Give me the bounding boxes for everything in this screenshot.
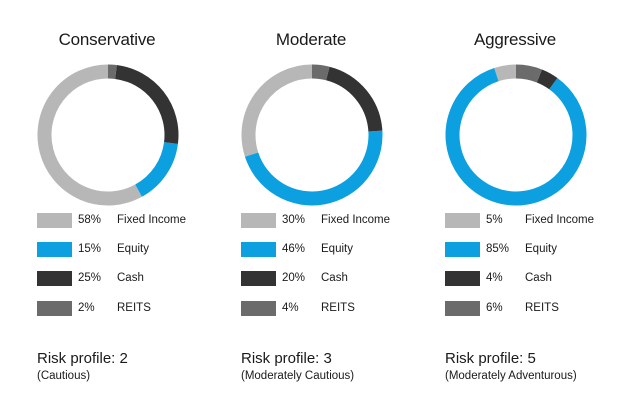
donut-chart-aggressive <box>445 64 587 206</box>
legend-value: 4% <box>486 272 503 284</box>
legend-label: Equity <box>525 243 557 255</box>
legend-swatch <box>37 242 72 257</box>
legend-label: REITS <box>117 302 151 314</box>
legend-value: 46% <box>282 243 306 255</box>
portfolio-column-conservative: Conservative 58% Fixed Income 15% Equity… <box>37 0 237 410</box>
legend-swatch <box>37 271 72 286</box>
legend-swatch <box>445 213 480 228</box>
legend-item-equity: 85% Equity <box>445 242 625 261</box>
legend-label: Equity <box>321 243 353 255</box>
donut-slice-reits <box>107 64 117 79</box>
legend-swatch <box>37 213 72 228</box>
legend-item-reits: 2% REITS <box>37 301 237 320</box>
legend-item-cash: 20% Cash <box>241 271 441 290</box>
legend-item-fixed-income: 5% Fixed Income <box>445 213 625 232</box>
chart-title: Aggressive <box>473 30 557 49</box>
legend-swatch <box>445 242 480 257</box>
donut-slice-equity <box>244 130 383 206</box>
legend-item-equity: 15% Equity <box>37 242 237 261</box>
legend-value: 85% <box>486 243 510 255</box>
donut-slice-equity <box>134 141 178 197</box>
legend-label: REITS <box>525 302 559 314</box>
legend-item-cash: 4% Cash <box>445 271 625 290</box>
donut-slice-fixed-income <box>241 64 313 157</box>
legend-swatch <box>445 271 480 286</box>
legend-value: 4% <box>282 302 299 314</box>
legend-label: Fixed Income <box>525 214 595 226</box>
legend-value: 30% <box>282 214 306 226</box>
donut-slice-fixed-income <box>494 64 517 82</box>
donut-slice-cash <box>325 66 383 132</box>
legend-swatch <box>241 301 276 316</box>
legend-item-fixed-income: 58% Fixed Income <box>37 213 237 232</box>
legend-item-reits: 4% REITS <box>241 301 441 320</box>
legend-item-equity: 46% Equity <box>241 242 441 261</box>
donut-slice-reits <box>515 64 542 83</box>
donut-chart-conservative <box>37 64 179 206</box>
portfolio-column-moderate: Moderate 30% Fixed Income 46% Equity 20%… <box>241 0 441 410</box>
chart-title: Conservative <box>58 30 156 49</box>
chart-title: Moderate <box>275 30 347 49</box>
legend-value: 2% <box>78 302 95 314</box>
donut-slice-equity <box>445 67 587 206</box>
legend-label: Cash <box>321 272 348 284</box>
risk-profile: Risk profile: 3 <box>241 350 332 367</box>
donut-slice-cash <box>114 65 179 144</box>
legend-value: 6% <box>486 302 503 314</box>
donut-slice-reits <box>311 64 330 81</box>
legend-label: Cash <box>525 272 552 284</box>
legend-label: Fixed Income <box>321 214 391 226</box>
legend-swatch <box>445 301 480 316</box>
legend-value: 58% <box>78 214 102 226</box>
portfolio-column-aggressive: Aggressive 5% Fixed Income 85% Equity 4%… <box>445 0 625 410</box>
legend-label: Equity <box>117 243 149 255</box>
legend-item-reits: 6% REITS <box>445 301 625 320</box>
legend-label: Cash <box>117 272 144 284</box>
donut-chart-moderate <box>241 64 383 206</box>
risk-profile: Risk profile: 2 <box>37 350 128 367</box>
risk-description: (Moderately Adventurous) <box>445 370 577 382</box>
legend-label: REITS <box>321 302 355 314</box>
legend-label: Fixed Income <box>117 214 187 226</box>
legend-value: 5% <box>486 214 503 226</box>
legend-value: 25% <box>78 272 102 284</box>
legend-swatch <box>241 242 276 257</box>
risk-description: (Cautious) <box>37 370 91 382</box>
legend-swatch <box>241 271 276 286</box>
donut-slice-fixed-income <box>37 64 142 206</box>
legend-swatch <box>37 301 72 316</box>
legend-swatch <box>241 213 276 228</box>
legend-value: 15% <box>78 243 102 255</box>
legend-item-cash: 25% Cash <box>37 271 237 290</box>
legend-item-fixed-income: 30% Fixed Income <box>241 213 441 232</box>
legend-value: 20% <box>282 272 306 284</box>
risk-profile: Risk profile: 5 <box>445 350 536 367</box>
risk-description: (Moderately Cautious) <box>241 370 355 382</box>
donut-slice-cash <box>536 69 558 90</box>
